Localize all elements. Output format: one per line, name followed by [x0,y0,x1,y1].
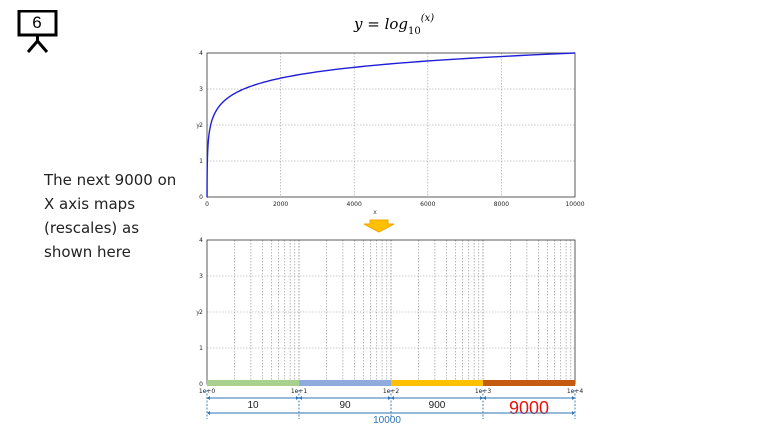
x-tick-label: 0 [205,201,209,208]
x-tick-label: 4000 [347,201,362,208]
total-width-label: 10000 [373,415,401,426]
y-tick-label: 3 [199,86,203,93]
segment-width-label: 900 [429,400,446,411]
x-axis-label: x [373,209,377,216]
x-tick-label: 2000 [273,201,288,208]
plot-frame [206,52,576,198]
y-tick-label: 3 [199,273,203,280]
x-tick-label: 8000 [494,201,509,208]
decade-segment [299,380,391,386]
y-tick-label: 0 [199,381,203,388]
formula-superscript: (x) [420,13,435,24]
segment-width-label: 9000 [509,398,549,418]
dimension-arrowhead [388,396,391,400]
dimension-arrowhead [207,411,210,415]
dimension-arrowhead [296,396,299,400]
y-tick-label: 0 [199,194,203,201]
dimension-arrowhead [480,396,483,400]
x-tick-label: 10000 [565,201,584,208]
y-axis-label: y [196,122,200,129]
segment-width-label: 90 [339,400,351,411]
data-line-series [206,52,576,198]
x-tick-label: 6000 [420,201,435,208]
dimension-arrowhead [483,396,486,400]
slide-number: 6 [32,13,42,32]
y-tick-label: 4 [199,50,203,57]
formula-subscript: 10 [408,26,421,37]
dimension-arrowhead [207,396,210,400]
decade-segment [391,380,483,386]
explanation-note: The next 9000 on X axis maps (rescales) … [44,171,177,261]
decade-segment [207,380,299,386]
down-arrow-icon [363,219,395,233]
presentation-board-icon [17,10,58,53]
decade-segment [483,380,575,386]
y-tick-label: 2 [199,122,203,129]
formula-base: y = log [354,15,409,33]
formula-title: y = log10 (x) [354,13,434,37]
y-axis-label: y [196,309,200,316]
dimension-arrowhead [299,396,302,400]
dimension-arrowhead [572,396,575,400]
y-tick-label: 1 [199,158,203,165]
dimension-arrowhead [391,396,394,400]
y-tick-label: 2 [199,309,203,316]
y-tick-label: 4 [199,237,203,244]
segment-width-label: 10 [247,400,259,411]
dimension-arrowhead [572,411,575,415]
y-tick-label: 1 [199,345,203,352]
